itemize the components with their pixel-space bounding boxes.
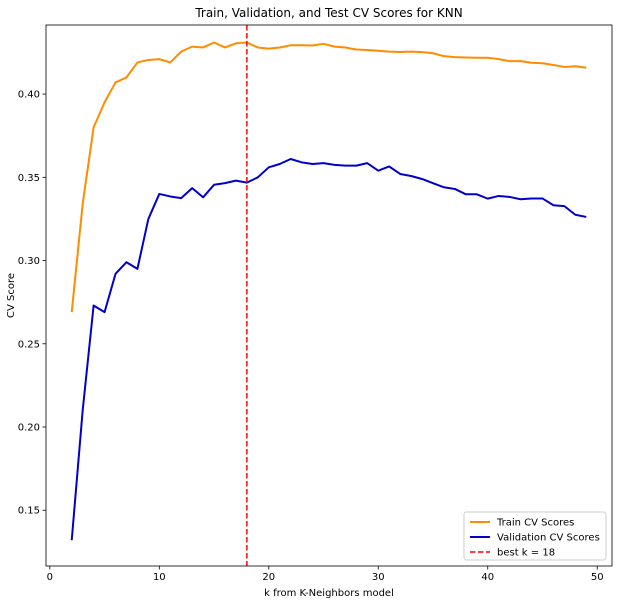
x-tick-label: 0 (47, 572, 53, 583)
legend-box (463, 511, 607, 561)
x-tick-label: 30 (372, 572, 385, 583)
chart-title: Train, Validation, and Test CV Scores fo… (194, 6, 462, 20)
x-tick-label: 50 (591, 572, 604, 583)
x-tick-label: 10 (153, 572, 166, 583)
y-axis: 0.15 0.20 0.25 0.30 0.35 0.40 (18, 90, 46, 517)
legend: Train CV Scores Validation CV Scores best … (463, 511, 607, 561)
series-line-train (70, 41, 587, 313)
y-tick-label: 0.15 (18, 506, 40, 517)
x-tick-label: 40 (481, 572, 494, 583)
legend-label-validation: Validation CV Scores (497, 533, 600, 544)
legend-label-train: Train CV Scores (496, 518, 574, 529)
y-tick-label: 0.20 (18, 423, 40, 434)
series-line-validation (70, 158, 587, 541)
y-tick-label: 0.30 (18, 256, 40, 267)
plot-area (70, 25, 587, 566)
y-axis-label: CV Score (6, 273, 17, 318)
y-tick-label: 0.25 (18, 339, 40, 350)
plot-frame (45, 24, 613, 567)
x-tick-label: 20 (262, 572, 275, 583)
legend-label-best-k: best k = 18 (497, 548, 555, 559)
y-tick-label: 0.35 (18, 173, 40, 184)
x-axis: 0 10 20 30 40 50 (47, 566, 604, 583)
y-tick-label: 0.40 (18, 90, 40, 101)
x-axis-label: k from K-Neighbors model (264, 588, 394, 599)
